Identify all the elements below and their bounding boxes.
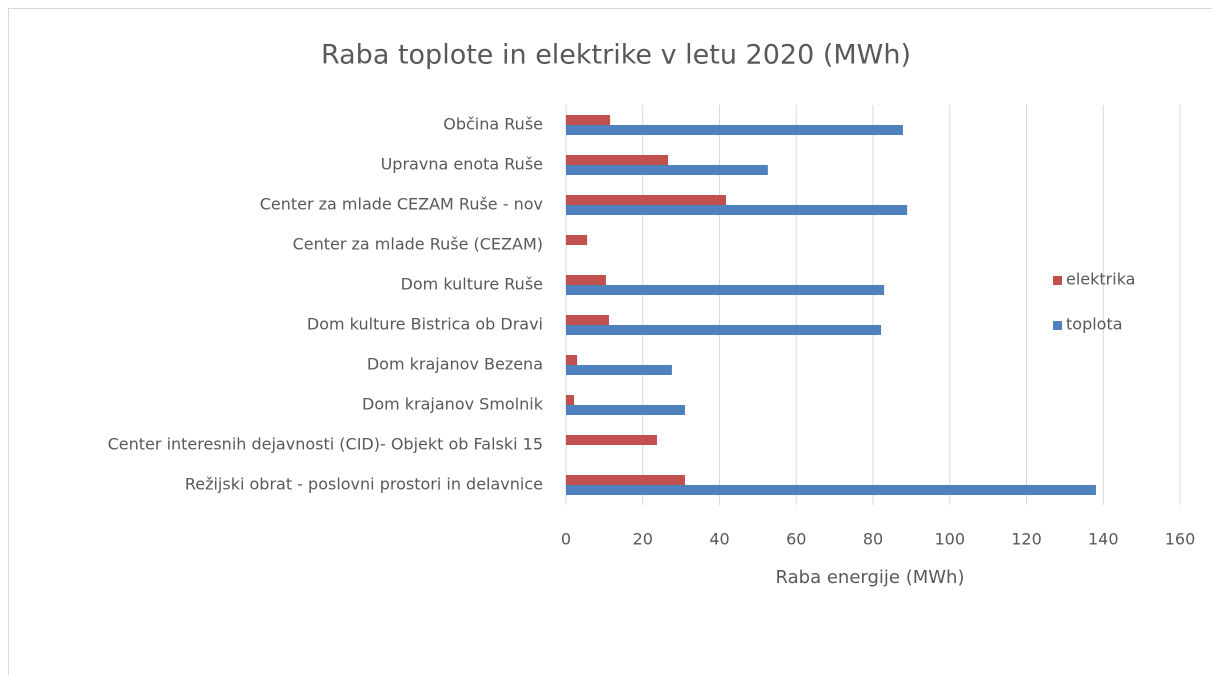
- bar: [566, 405, 685, 415]
- bar: [566, 155, 669, 165]
- x-tick-label: 20: [633, 530, 653, 549]
- bar: [566, 125, 903, 135]
- bar: [566, 395, 575, 405]
- y-tick-label: Upravna enota Ruše: [381, 155, 543, 174]
- y-tick-label: Dom krajanov Bezena: [367, 355, 543, 374]
- x-tick-label: 120: [1011, 530, 1042, 549]
- bar: [566, 485, 1096, 495]
- legend-swatch: [1053, 321, 1062, 330]
- x-tick-label: 0: [561, 530, 571, 549]
- x-tick-label: 60: [786, 530, 806, 549]
- bar: [566, 475, 685, 485]
- y-tick-label: Dom kulture Bistrica ob Dravi: [307, 315, 543, 334]
- bar: [566, 165, 768, 175]
- bar: [566, 365, 672, 375]
- y-tick-label: Režijski obrat - poslovni prostori in de…: [185, 475, 543, 494]
- y-tick-label: Občina Ruše: [443, 115, 543, 134]
- x-tick-label: 100: [934, 530, 965, 549]
- bar: [566, 195, 727, 205]
- y-tick-label: Center za mlade CEZAM Ruše - nov: [260, 195, 543, 214]
- x-axis-title: Raba energije (MWh): [776, 567, 965, 588]
- bar: [566, 235, 588, 245]
- legend-label: elektrika: [1066, 270, 1135, 289]
- y-tick-label: Dom krajanov Smolnik: [362, 395, 544, 414]
- bar: [566, 435, 657, 445]
- chart-title: Raba toplote in elektrike v letu 2020 (M…: [321, 40, 911, 71]
- x-tick-label: 160: [1165, 530, 1196, 549]
- bar: [566, 285, 885, 295]
- legend-swatch: [1053, 276, 1062, 285]
- bar: [566, 275, 606, 285]
- bar: [566, 325, 882, 335]
- bar: [566, 115, 611, 125]
- bar: [566, 315, 609, 325]
- bar: [566, 355, 578, 365]
- x-tick-label: 40: [709, 530, 729, 549]
- x-tick-label: 80: [863, 530, 883, 549]
- chart-border: [8, 8, 1212, 675]
- x-tick-label: 140: [1088, 530, 1119, 549]
- legend-label: toplota: [1066, 315, 1123, 334]
- y-tick-label: Center interesnih dejavnosti (CID)- Obje…: [108, 435, 543, 454]
- y-tick-label: Dom kulture Ruše: [401, 275, 543, 294]
- bar: [566, 205, 908, 215]
- y-tick-label: Center za mlade Ruše (CEZAM): [293, 235, 543, 254]
